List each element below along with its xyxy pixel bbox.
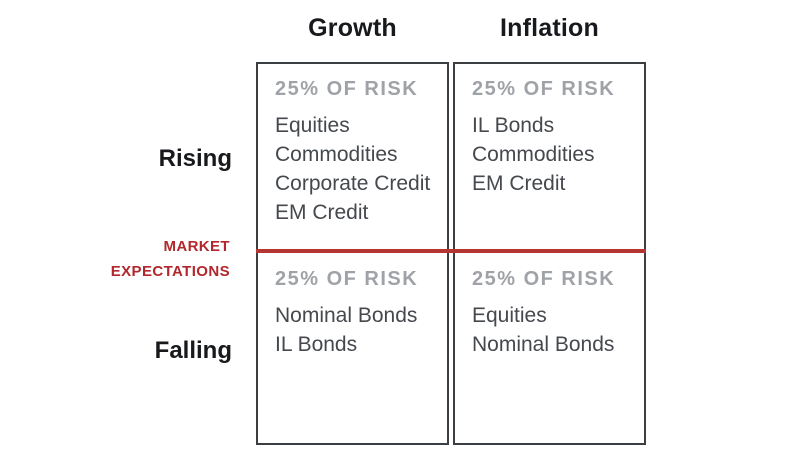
row-label-rail: Rising MARKET EXPECTATIONS Falling — [0, 0, 232, 465]
asset-item: Nominal Bonds — [472, 333, 615, 356]
asset-item: EM Credit — [472, 172, 566, 195]
risk-share-label: 25% OF RISK — [275, 268, 419, 290]
asset-item: Equities — [472, 304, 547, 327]
market-expectations-line2: EXPECTATIONS — [110, 263, 230, 280]
asset-list: IL Bonds Commodities EM Credit — [472, 111, 642, 198]
asset-item: Nominal Bonds — [275, 304, 418, 327]
quadrant-falling-inflation: 25% OF RISK Equities Nominal Bonds — [472, 268, 642, 359]
row-label-falling: Falling — [154, 337, 232, 364]
market-expectations-line1: MARKET — [163, 238, 230, 255]
inflation-column-box — [453, 62, 646, 445]
market-expectations-divider-line — [256, 249, 646, 253]
asset-item: EM Credit — [275, 201, 369, 224]
asset-item: IL Bonds — [472, 114, 555, 137]
column-header-growth: Growth — [308, 14, 397, 42]
quadrant-falling-growth: 25% OF RISK Nominal Bonds IL Bonds — [275, 268, 445, 359]
asset-list: Equities Nominal Bonds — [472, 301, 642, 359]
asset-item: Commodities — [472, 143, 595, 166]
asset-list: Nominal Bonds IL Bonds — [275, 301, 445, 359]
market-expectations-label: MARKET EXPECTATIONS — [0, 234, 230, 284]
column-header-inflation: Inflation — [499, 14, 599, 42]
risk-share-label: 25% OF RISK — [472, 268, 616, 290]
asset-item: Equities — [275, 114, 350, 137]
growth-column-box — [256, 62, 449, 445]
asset-item: Corporate Credit — [275, 172, 431, 195]
asset-item: Commodities — [275, 143, 398, 166]
asset-item: IL Bonds — [275, 333, 358, 356]
row-label-rising: Rising — [158, 145, 232, 172]
quadrant-rising-inflation: 25% OF RISK IL Bonds Commodities EM Cred… — [472, 78, 642, 198]
quadrant-rising-growth: 25% OF RISK Equities Commodities Corpora… — [275, 78, 445, 227]
risk-share-label: 25% OF RISK — [472, 78, 616, 100]
risk-share-label: 25% OF RISK — [275, 78, 419, 100]
asset-list: Equities Commodities Corporate Credit EM… — [275, 111, 445, 227]
